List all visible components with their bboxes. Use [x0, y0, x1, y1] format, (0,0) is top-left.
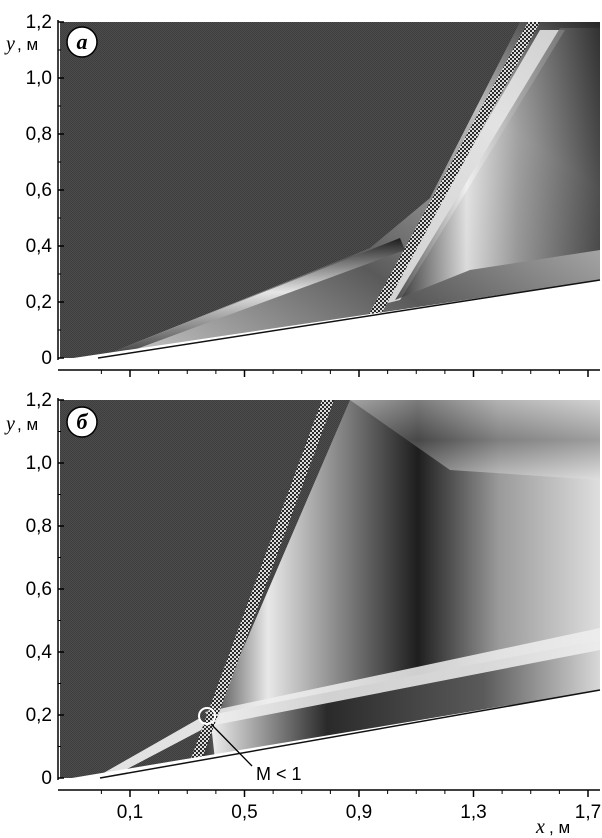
m-lt-1-marker	[198, 707, 216, 725]
panel-a: 0 0,2 0,4 0,6 0,8 1,0 1,2 a y , м	[4, 12, 601, 377]
y-tick-label: 0,6	[26, 180, 52, 201]
panel-b-upper-region	[350, 400, 600, 480]
panel-a-badge-label: a	[77, 29, 88, 54]
panel-a-wedge-shock	[100, 238, 405, 358]
panel-b-badge	[66, 406, 98, 438]
x-axis-label: x	[535, 816, 545, 838]
panel-b-y-axis-label: y	[4, 413, 15, 435]
panel-a-x-ticks	[100, 370, 589, 377]
x-axis-unit: , м	[549, 818, 570, 837]
y-tick-label: 1,2	[26, 12, 52, 33]
panel-a-badge	[66, 26, 98, 58]
panel-b-reflected-shock	[205, 628, 600, 725]
m-lt-1-leader	[210, 723, 253, 767]
y-tick-label: 1,2	[26, 390, 52, 411]
y-tick-label: 0	[41, 768, 52, 789]
m-lt-1-annotation: M < 1	[256, 764, 302, 784]
panel-a-oblique-shock	[368, 22, 540, 320]
panel-a-body	[60, 280, 600, 360]
y-tick-label: 0,8	[26, 124, 52, 145]
x-tick-label: 0,1	[117, 802, 143, 823]
panel-a-y-axis-unit: , м	[17, 35, 38, 54]
panel-a-flow-region	[98, 22, 600, 358]
panel-b-oblique-shock	[185, 400, 334, 775]
panel-b: M < 1 0 0,2 0,4 0,6 0,8 1,0 1,2 0,1 0,5 0,9 1,3 1,…	[4, 390, 601, 823]
x-tick-label: 1,7	[575, 802, 601, 823]
y-tick-label: 0,4	[26, 236, 53, 257]
panel-a-y-axis-label: y	[4, 33, 15, 55]
panel-b-y-ticks: 0 0,2 0,4 0,6 0,8 1,0 1,2	[26, 390, 64, 789]
y-tick-label: 0,2	[26, 292, 52, 313]
y-tick-label: 0,6	[26, 579, 52, 600]
panel-b-lower-band	[210, 640, 600, 760]
panel-a-y-ticks: 0 0,2 0,4 0,6 0,8 1,0 1,2	[26, 12, 64, 369]
y-tick-label: 1,0	[26, 68, 52, 89]
x-tick-label: 0,9	[346, 802, 372, 823]
x-tick-label: 0,5	[231, 802, 257, 823]
y-tick-label: 0,4	[26, 642, 53, 663]
panel-b-y-axis-unit: , м	[17, 415, 38, 434]
x-tick-label: 1,3	[460, 802, 486, 823]
y-tick-label: 0	[41, 348, 52, 369]
panel-a-expansion-fan	[395, 28, 600, 300]
y-tick-label: 0,2	[26, 705, 52, 726]
y-tick-label: 1,0	[26, 453, 52, 474]
panel-b-body-edge	[99, 689, 601, 779]
panel-b-wedge-shock	[100, 718, 205, 778]
y-tick-label: 0,8	[26, 516, 52, 537]
panel-b-badge-label: б	[77, 409, 89, 434]
panel-b-x-ticks: 0,1 0,5 0,9 1,3 1,7	[100, 790, 601, 823]
panel-b-body	[60, 690, 600, 780]
panel-a-body-edge	[97, 279, 601, 359]
